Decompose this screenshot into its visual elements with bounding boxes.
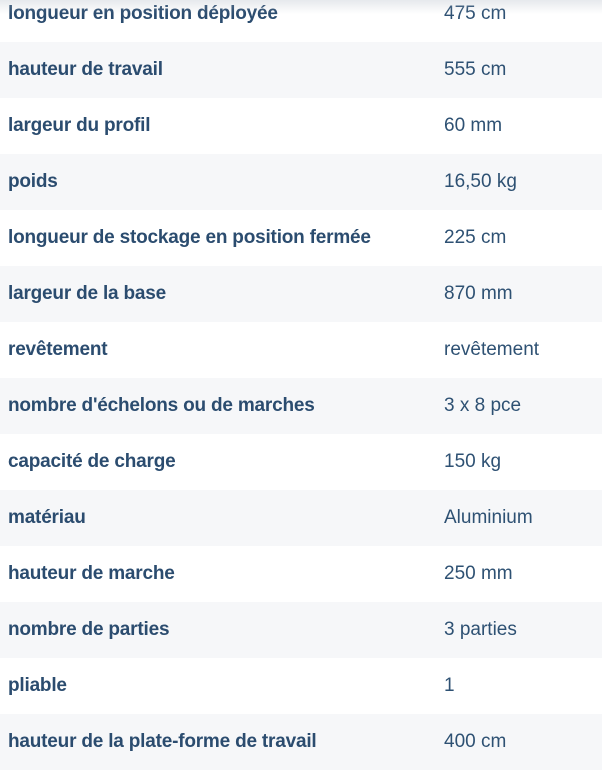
spec-label: pliable — [8, 675, 67, 696]
spec-value: 475 cm — [444, 3, 507, 24]
spec-row: hauteur de la plate-forme de travail 400… — [0, 714, 602, 770]
spec-label: longueur en position déployée — [8, 3, 278, 24]
spec-label: nombre d'échelons ou de marches — [8, 395, 315, 416]
spec-row: largeur du profil 60 mm — [0, 98, 602, 154]
spec-label: largeur de la base — [8, 283, 166, 304]
spec-label: capacité de charge — [8, 451, 176, 472]
spec-row: matériau Aluminium — [0, 490, 602, 546]
spec-value: 16,50 kg — [444, 171, 517, 192]
spec-value: 225 cm — [444, 227, 507, 248]
spec-value: 3 x 8 pce — [444, 395, 522, 416]
spec-label: matériau — [8, 507, 86, 528]
spec-label: poids — [8, 171, 58, 192]
spec-value: 555 cm — [444, 59, 507, 80]
spec-value: 250 mm — [444, 563, 513, 584]
spec-label: hauteur de la plate-forme de travail — [8, 731, 317, 752]
spec-label: nombre de parties — [8, 619, 170, 640]
spec-row: poids 16,50 kg — [0, 154, 602, 210]
spec-row: revêtement revêtement — [0, 322, 602, 378]
spec-value: 1 — [444, 675, 455, 696]
spec-label: hauteur de travail — [8, 59, 163, 80]
spec-value: 150 kg — [444, 451, 502, 472]
spec-row: nombre d'échelons ou de marches 3 x 8 pc… — [0, 378, 602, 434]
spec-label: largeur du profil — [8, 115, 151, 136]
spec-row: pliable 1 — [0, 658, 602, 714]
spec-value: revêtement — [444, 339, 540, 360]
spec-row: longueur en position déployée 475 cm — [0, 0, 602, 42]
spec-value: 3 parties — [444, 619, 517, 640]
spec-value: 60 mm — [444, 115, 503, 136]
spec-row: longueur de stockage en position fermée … — [0, 210, 602, 266]
spec-value: 870 mm — [444, 283, 513, 304]
spec-label: longueur de stockage en position fermée — [8, 227, 371, 248]
spec-value: Aluminium — [444, 507, 533, 528]
spec-label: hauteur de marche — [8, 563, 175, 584]
spec-value: 400 cm — [444, 731, 507, 752]
spec-row: capacité de charge 150 kg — [0, 434, 602, 490]
spec-row: hauteur de travail 555 cm — [0, 42, 602, 98]
spec-row: nombre de parties 3 parties — [0, 602, 602, 658]
spec-label: revêtement — [8, 339, 108, 360]
spec-row: largeur de la base 870 mm — [0, 266, 602, 322]
spec-row: hauteur de marche 250 mm — [0, 546, 602, 602]
